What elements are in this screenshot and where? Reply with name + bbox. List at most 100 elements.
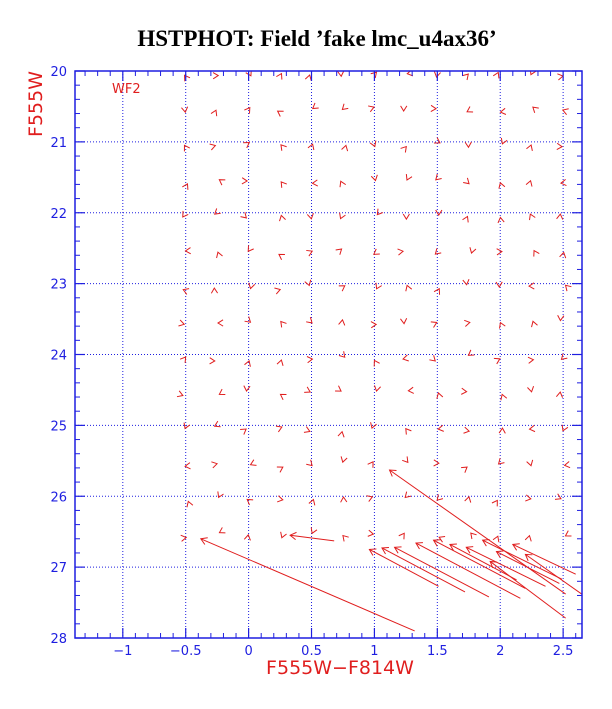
- residual-arrow: [405, 427, 412, 435]
- residual-arrow: [524, 534, 532, 542]
- residual-arrow: [366, 495, 374, 502]
- shift-vector-head: [465, 546, 474, 554]
- residual-arrow: [492, 535, 500, 543]
- residual-arrow: [306, 356, 314, 364]
- residual-arrow: [433, 71, 441, 78]
- residual-arrow: [209, 143, 217, 151]
- residual-arrow: [469, 247, 477, 254]
- residual-arrow: [184, 74, 191, 82]
- residual-arrow: [338, 285, 346, 292]
- residual-arrow: [247, 245, 254, 253]
- residual-arrow: [495, 281, 503, 288]
- residual-arrow: [466, 106, 474, 113]
- residual-arrow: [400, 145, 407, 153]
- residual-arrow: [340, 496, 348, 503]
- residual-arrow: [304, 279, 312, 287]
- shift-vector-head: [449, 543, 457, 551]
- residual-arrow: [499, 107, 507, 115]
- shift-vector-head: [489, 560, 498, 569]
- residual-arrow: [184, 247, 191, 255]
- residual-arrow: [435, 209, 443, 217]
- shift-vector-head: [495, 550, 504, 558]
- x-tick-label: 0: [244, 644, 252, 659]
- x-tick-label: 0.5: [301, 644, 322, 659]
- residual-arrow: [374, 385, 381, 393]
- residual-arrow: [179, 356, 187, 364]
- residual-arrow: [493, 357, 501, 365]
- residual-arrow: [373, 248, 380, 255]
- residual-arrow: [341, 144, 349, 152]
- residual-arrow: [214, 208, 221, 215]
- x-tick-label: 1.5: [427, 644, 448, 659]
- residual-arrow: [212, 72, 220, 80]
- residual-arrow: [430, 104, 437, 113]
- residual-arrow: [561, 424, 569, 432]
- residual-arrow: [180, 534, 188, 542]
- x-tick-label: −0.5: [170, 644, 202, 659]
- residual-arrow: [210, 109, 218, 117]
- residual-arrow: [397, 248, 405, 256]
- residual-arrow: [560, 353, 568, 361]
- residual-arrow: [461, 466, 468, 473]
- shift-vector-head: [432, 539, 441, 547]
- residual-arrow: [557, 315, 565, 322]
- residual-arrow: [280, 181, 287, 188]
- residual-arrow: [498, 181, 506, 189]
- residual-arrow: [556, 213, 564, 220]
- residual-arrow: [433, 459, 440, 467]
- shift-vector: [415, 542, 521, 599]
- residual-arrow: [526, 144, 533, 151]
- residual-arrow: [243, 385, 251, 392]
- shift-vector: [482, 539, 563, 580]
- x-tick-label: −1: [113, 644, 132, 659]
- residual-arrow: [244, 360, 251, 367]
- residual-arrow: [497, 216, 505, 224]
- residual-arrow: [429, 355, 436, 362]
- shift-vector: [449, 544, 517, 581]
- residual-arrow: [526, 459, 534, 467]
- residual-arrow: [436, 392, 444, 399]
- y-tick-label: 27: [50, 561, 67, 576]
- residual-arrow: [527, 386, 535, 393]
- residual-arrow: [525, 494, 532, 502]
- shift-vector: [433, 539, 526, 589]
- residual-arrow: [463, 426, 471, 434]
- residual-arrow: [248, 282, 256, 290]
- y-tick-label: 22: [50, 207, 67, 222]
- x-tick-label: 2: [496, 644, 504, 659]
- residual-arrow: [376, 208, 384, 216]
- residual-arrow: [528, 282, 535, 290]
- shift-vector: [200, 538, 415, 632]
- residual-arrow: [337, 71, 345, 78]
- residual-arrow: [400, 318, 408, 325]
- residual-arrow: [278, 253, 285, 260]
- residual-arrow: [559, 179, 567, 187]
- residual-arrow: [461, 387, 468, 395]
- residual-arrow: [557, 73, 564, 81]
- residual-arrow: [561, 108, 569, 116]
- residual-arrow: [311, 102, 319, 110]
- shift-vector: [389, 469, 566, 595]
- residual-arrow: [400, 105, 408, 112]
- residual-arrow: [218, 388, 226, 395]
- residual-arrow: [216, 251, 223, 259]
- residual-arrow: [280, 320, 287, 328]
- residual-arrow: [183, 422, 191, 430]
- shift-vector: [512, 543, 576, 575]
- residual-arrow: [467, 349, 475, 356]
- residual-arrow: [370, 174, 378, 182]
- residual-arrow: [209, 357, 216, 365]
- residual-arrow: [500, 137, 508, 145]
- residual-arrow: [276, 359, 284, 366]
- residual-arrow: [341, 103, 349, 111]
- residual-arrow: [311, 179, 319, 187]
- residual-arrow: [367, 460, 374, 468]
- residual-arrow: [335, 385, 342, 392]
- shift-vector: [496, 551, 560, 584]
- residual-arrow: [307, 143, 315, 151]
- residual-arrow: [434, 248, 442, 255]
- y-tick-label: 23: [50, 278, 67, 293]
- residual-arrow: [404, 491, 412, 499]
- residual-arrow: [210, 287, 219, 294]
